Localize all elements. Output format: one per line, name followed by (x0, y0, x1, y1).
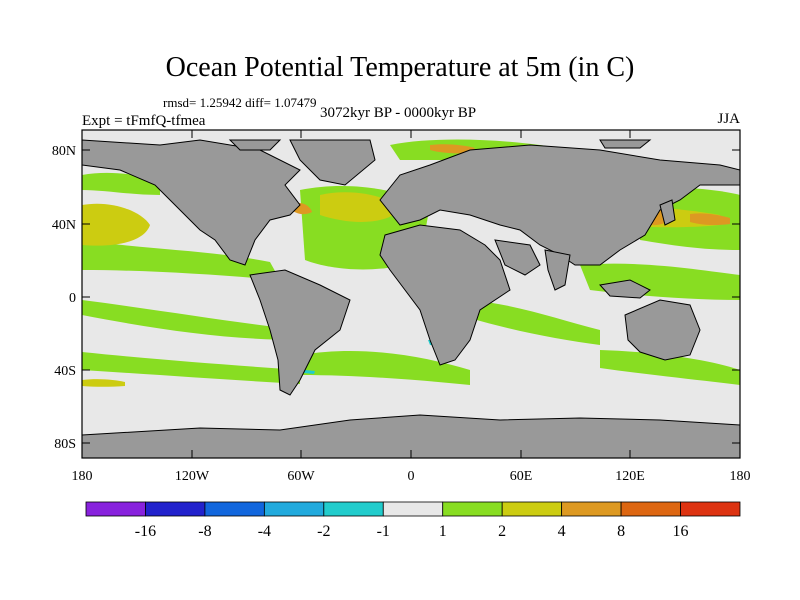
lat-label: 0 (69, 291, 76, 306)
lat-axis: 80N 40N 0 40S 80S (52, 144, 740, 452)
colorbar-swatch (382, 501, 444, 517)
lon-label: 60E (510, 469, 533, 484)
season-label: JJA (717, 111, 740, 127)
lon-tick-180e: 180 (730, 450, 751, 484)
colorbar-swatch (561, 501, 622, 517)
colorbar-label: 4 (558, 523, 566, 540)
lon-label: 180 (730, 469, 751, 484)
colorbar-label: -8 (198, 523, 211, 540)
colorbar: -16 -8 -4 -2 -1 1 2 4 8 16 (85, 501, 741, 540)
plot-title: Ocean Potential Temperature at 5m (in C) (165, 52, 635, 83)
colorbar-swatch (145, 501, 206, 517)
lat-label: 40N (52, 218, 76, 233)
colorbar-swatch (680, 501, 741, 517)
lon-tick-120e: 120E (615, 130, 645, 484)
lat-tick-80s: 80S (54, 437, 740, 452)
colorbar-label: -16 (135, 523, 156, 540)
lat-tick-40n: 40N (52, 218, 740, 233)
lat-tick-80n: 80N (52, 144, 740, 159)
lat-label: 80S (54, 437, 76, 452)
lat-tick-0: 0 (69, 291, 740, 306)
lat-label: 40S (54, 364, 76, 379)
land-masses (82, 139, 740, 458)
colorbar-label: 16 (673, 523, 689, 540)
lon-label: 180 (72, 469, 93, 484)
lat-label: 80N (52, 144, 76, 159)
lon-tick-120w: 120W (175, 130, 210, 484)
map-fields (82, 139, 740, 458)
colorbar-label: -1 (377, 523, 390, 540)
colorbar-label: 2 (498, 523, 506, 540)
lon-tick-180w: 180 (72, 450, 93, 484)
colorbar-swatch (620, 501, 681, 517)
lon-tick-60w: 60W (287, 130, 315, 484)
lon-tick-60e: 60E (510, 130, 533, 484)
colorbar-label: -4 (258, 523, 271, 540)
period-label: 3072kyr BP - 0000kyr BP (320, 105, 477, 121)
lon-axis: 180 120W 60W 0 60E 120E 180 (72, 130, 751, 484)
lon-label: 120W (175, 469, 210, 484)
stats-text: rmsd= 1.25942 diff= 1.07479 (163, 95, 317, 110)
colorbar-swatch (204, 501, 265, 517)
colorbar-swatch (323, 501, 384, 517)
colorbar-swatch (263, 501, 325, 517)
lat-tick-40s: 40S (54, 364, 740, 379)
colorbar-label: 8 (617, 523, 625, 540)
experiment-label: Expt = tFmfQ-tfmea (82, 113, 206, 129)
lon-label: 120E (615, 469, 645, 484)
colorbar-swatch (442, 501, 503, 517)
colorbar-swatch (85, 501, 146, 517)
lon-label: 0 (408, 469, 415, 484)
lon-label: 60W (287, 469, 315, 484)
colorbar-label: -2 (317, 523, 330, 540)
lon-tick-0: 0 (408, 130, 415, 484)
colorbar-label: 1 (439, 523, 447, 540)
colorbar-swatch (501, 501, 563, 517)
